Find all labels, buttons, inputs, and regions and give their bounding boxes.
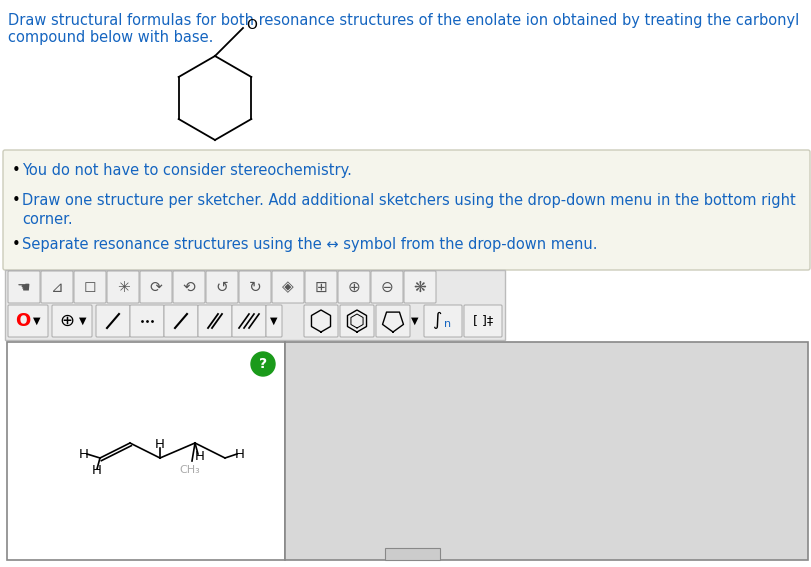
Text: Draw structural formulas for both resonance structures of the enolate ion obtain: Draw structural formulas for both resona… [8, 13, 800, 28]
FancyBboxPatch shape [140, 271, 172, 303]
FancyBboxPatch shape [304, 305, 338, 337]
FancyBboxPatch shape [198, 305, 232, 337]
Bar [285, 342, 808, 560]
Text: •: • [12, 237, 21, 252]
Text: Separate resonance structures using the ↔ symbol from the drop-down menu.: Separate resonance structures using the … [22, 237, 598, 252]
Text: n: n [444, 319, 452, 329]
FancyBboxPatch shape [52, 305, 92, 337]
Text: You do not have to consider stereochemistry.: You do not have to consider stereochemis… [22, 163, 352, 178]
Text: O: O [15, 312, 31, 330]
Text: ⟲: ⟲ [182, 280, 195, 294]
Bar [5, 270, 505, 340]
Text: ▼: ▼ [33, 316, 41, 326]
Text: ⊿: ⊿ [50, 280, 63, 294]
Text: ⊞: ⊞ [315, 280, 328, 294]
Text: ⟳: ⟳ [149, 280, 162, 294]
Text: H: H [235, 447, 245, 460]
FancyBboxPatch shape [74, 271, 106, 303]
FancyBboxPatch shape [41, 271, 73, 303]
Text: ▼: ▼ [411, 316, 418, 326]
Text: ⊕: ⊕ [348, 280, 360, 294]
FancyBboxPatch shape [130, 305, 164, 337]
Circle shape [251, 352, 275, 376]
Text: ▼: ▼ [79, 316, 87, 326]
Text: H: H [195, 451, 205, 463]
FancyBboxPatch shape [371, 271, 403, 303]
FancyBboxPatch shape [173, 271, 205, 303]
Text: ⊖: ⊖ [380, 280, 393, 294]
FancyBboxPatch shape [239, 271, 271, 303]
Text: ▼: ▼ [270, 316, 277, 326]
Text: compound below with base.: compound below with base. [8, 30, 213, 45]
Text: ☚: ☚ [17, 280, 31, 294]
FancyBboxPatch shape [164, 305, 198, 337]
Text: ↻: ↻ [249, 280, 261, 294]
Text: Draw one structure per sketcher. Add additional sketchers using the drop-down me: Draw one structure per sketcher. Add add… [22, 193, 796, 208]
Text: ⊕: ⊕ [59, 312, 75, 330]
FancyBboxPatch shape [305, 271, 337, 303]
Text: •: • [12, 163, 21, 178]
Text: CH₃: CH₃ [179, 465, 200, 475]
Text: H: H [92, 464, 102, 477]
Bar [385, 548, 440, 560]
FancyBboxPatch shape [8, 305, 48, 337]
Text: ◻: ◻ [84, 280, 97, 294]
Text: •: • [12, 193, 21, 208]
FancyBboxPatch shape [107, 271, 139, 303]
FancyBboxPatch shape [424, 305, 462, 337]
FancyBboxPatch shape [3, 150, 810, 270]
FancyBboxPatch shape [340, 305, 374, 337]
Text: O: O [246, 18, 257, 32]
Text: ?: ? [259, 357, 267, 371]
FancyBboxPatch shape [232, 305, 266, 337]
FancyBboxPatch shape [376, 305, 410, 337]
FancyBboxPatch shape [206, 271, 238, 303]
Text: ↺: ↺ [216, 280, 229, 294]
Text: ◈: ◈ [282, 280, 294, 294]
FancyBboxPatch shape [96, 305, 130, 337]
Text: corner.: corner. [22, 212, 73, 227]
Text: ✳: ✳ [117, 280, 130, 294]
FancyBboxPatch shape [272, 271, 304, 303]
FancyBboxPatch shape [464, 305, 502, 337]
Text: [ ]‡: [ ]‡ [473, 315, 493, 328]
Text: H: H [79, 447, 89, 460]
Text: H: H [155, 438, 165, 451]
Bar [7, 342, 285, 560]
Text: ∫: ∫ [432, 311, 442, 329]
FancyBboxPatch shape [404, 271, 436, 303]
Text: ❋: ❋ [414, 280, 427, 294]
FancyBboxPatch shape [338, 271, 370, 303]
FancyBboxPatch shape [266, 305, 282, 337]
FancyBboxPatch shape [8, 271, 40, 303]
